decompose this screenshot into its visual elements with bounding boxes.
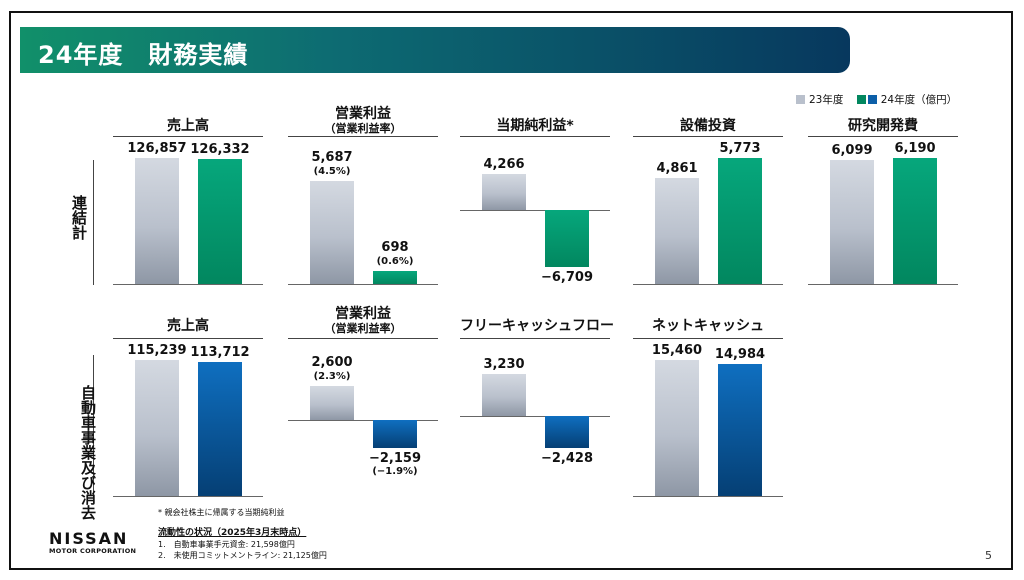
legend-swatch-23 [796, 95, 805, 104]
chart-title-rule [288, 136, 438, 137]
liquidity-title: 流動性の状況（2025年3月末時点） [158, 528, 307, 538]
legend-swatch-24-blue [867, 95, 877, 104]
chart-title: フリーキャッシュフロー [460, 318, 614, 334]
chart-title-rule [460, 338, 610, 339]
chart-bar [893, 158, 937, 284]
legend-swatch-24-green [856, 95, 866, 104]
nissan-logo: NISSAN MOTOR CORPORATION [49, 529, 137, 556]
chart-bar [373, 420, 417, 449]
chart-title: 設備投資 [680, 118, 736, 134]
chart-bar [655, 360, 699, 496]
data-label: 5,687 [311, 150, 353, 165]
footnote: * 親会社株主に帰属する当期純利益 [158, 508, 285, 517]
chart-title: 営業利益 [335, 106, 391, 122]
chart-bar [198, 158, 242, 284]
chart-bar [310, 386, 354, 420]
data-label: −6,709 [540, 269, 593, 285]
data-label: 3,230 [483, 357, 525, 372]
chart-title: 売上高 [167, 318, 209, 334]
percent-label: (−1.9%) [372, 466, 418, 478]
chart-bar [198, 361, 242, 496]
chart-bar [135, 158, 179, 284]
data-label: 4,266 [483, 157, 525, 172]
chart-bar [135, 360, 179, 496]
chart-title: 売上高 [167, 118, 209, 134]
chart-baseline [633, 496, 783, 497]
chart-title-rule [808, 136, 958, 137]
percent-label: (2.3%) [313, 371, 351, 382]
title-bar: 24年度 財務実績 [20, 27, 850, 73]
liquidity-item: 2. 未使用コミットメントライン: 21,125億円 [158, 551, 327, 560]
chart-bar [545, 416, 589, 448]
liquidity-item: 1. 自動車事業手元資金: 21,598億円 [158, 540, 295, 549]
percent-label: (0.6%) [376, 256, 414, 268]
chart-bar [482, 174, 526, 210]
chart-title-rule [460, 136, 610, 137]
data-label: −2,428 [540, 450, 593, 466]
page-number: 5 [985, 549, 992, 562]
legend: 23年度 24年度（億円） [796, 92, 957, 107]
row-label-automotive: 自動車事業及び消去 [79, 385, 97, 520]
logo-wordmark: NISSAN [49, 529, 129, 548]
chart-subtitle: （営業利益率） [324, 322, 402, 335]
data-label: 14,984 [714, 347, 766, 363]
chart-bar [718, 158, 762, 284]
chart-bar [718, 364, 762, 496]
legend-label-24: 24年度（億円） [880, 94, 958, 106]
chart-title: ネットキャッシュ [652, 318, 764, 334]
chart-baseline [633, 284, 783, 285]
chart-title: 営業利益 [335, 306, 391, 322]
chart-bar [655, 177, 699, 284]
chart-baseline [808, 284, 958, 285]
row-label-consolidated: 連結計 [70, 195, 88, 240]
chart-title-rule [113, 338, 263, 339]
chart-title-rule [288, 338, 438, 339]
chart-bar [373, 271, 417, 284]
data-label: 6,190 [894, 141, 936, 156]
chart-subtitle: （営業利益率） [324, 122, 402, 135]
chart-baseline [460, 210, 610, 211]
chart-bar [830, 159, 874, 284]
data-label: 698 [381, 240, 409, 256]
chart-title-rule [633, 136, 783, 137]
chart-baseline [288, 420, 438, 421]
chart-bar [310, 181, 354, 284]
chart-bar [482, 374, 526, 416]
chart-baseline [460, 416, 610, 417]
data-label: 4,861 [656, 160, 698, 176]
chart-title-rule [113, 136, 263, 137]
data-label: 6,099 [831, 142, 873, 158]
data-label: 126,857 [127, 141, 187, 156]
chart-title: 研究開発費 [848, 118, 918, 134]
legend-label-23: 23年度 [809, 94, 844, 106]
data-label: 126,332 [190, 141, 250, 157]
row-divider-consolidated [93, 160, 94, 285]
data-label: −2,159 [368, 451, 421, 467]
logo-subtitle: MOTOR CORPORATION [49, 547, 137, 555]
chart-baseline [288, 284, 438, 285]
chart-baseline [113, 284, 263, 285]
data-label: 2,600 [311, 355, 353, 370]
chart-title-rule [633, 338, 783, 339]
data-label: 5,773 [719, 141, 761, 156]
data-label: 15,460 [651, 343, 703, 358]
chart-baseline [113, 496, 263, 497]
chart-title: 当期純利益* [496, 118, 574, 134]
data-label: 113,712 [190, 344, 250, 360]
percent-label: (4.5%) [313, 166, 351, 177]
chart-bar [545, 210, 589, 267]
page-title: 24年度 財務実績 [38, 41, 249, 69]
data-label: 115,239 [127, 343, 187, 358]
row-divider-automotive [93, 355, 94, 498]
